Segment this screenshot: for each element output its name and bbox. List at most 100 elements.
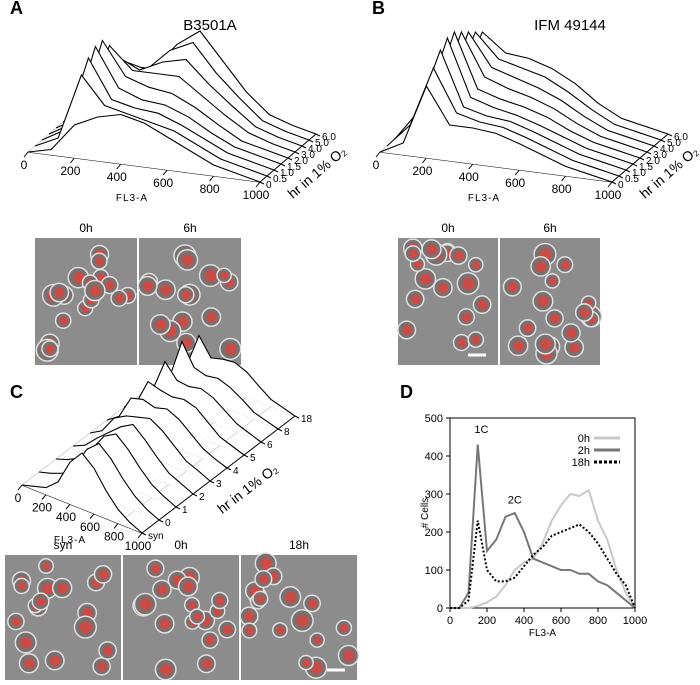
curve-mask [107, 398, 227, 468]
cell-stain [54, 287, 65, 298]
x-tick-label: 200 [412, 164, 432, 178]
histogram-curve [379, 84, 613, 183]
x-tick [17, 484, 23, 491]
z-tick [273, 169, 279, 173]
z-tick [646, 151, 652, 155]
y-tick-label: 200 [425, 527, 443, 539]
cell-stain [512, 340, 524, 352]
y-tick-label: 400 [425, 451, 443, 463]
cell-stain [36, 596, 46, 606]
x-tick-label: 0 [15, 491, 22, 505]
x-tick [116, 163, 122, 170]
cell-stain [549, 313, 560, 324]
x-axis-label: FL3-A [468, 193, 500, 204]
z-tick-label: 1.5 [287, 162, 301, 173]
cell-stain [413, 260, 422, 269]
legend-label: 18h [572, 457, 590, 469]
curve-mask [175, 335, 295, 416]
cell-stain [17, 581, 26, 591]
z-tick [625, 169, 631, 173]
cell-stain [42, 562, 51, 570]
z-tick [611, 181, 617, 185]
grid-line [117, 406, 272, 524]
z-tick [280, 163, 286, 167]
z-tick [287, 157, 293, 161]
cell-stain [59, 316, 68, 325]
chart-title: IFM 49144 [534, 17, 606, 34]
z-tick-label: 4 [233, 466, 239, 477]
cell-stain [569, 342, 580, 353]
cell-stain [89, 285, 101, 297]
cell-stain [204, 269, 217, 282]
x-tick-label: 600 [80, 520, 100, 534]
x-tick [65, 503, 71, 510]
z-tick [653, 145, 659, 149]
z-tick [667, 133, 673, 137]
x-tick-label: 0 [447, 615, 453, 627]
z-tick-label: 1.0 [632, 168, 646, 179]
x-axis-label: FL3-A [529, 628, 557, 639]
cell-stain [11, 617, 21, 626]
cell-stain [42, 582, 53, 594]
z-tick-label: 2.0 [294, 156, 308, 167]
cell-stain [156, 584, 167, 595]
z-tick-label: 3.0 [301, 150, 315, 161]
histogram-curve [89, 415, 211, 482]
cell-stain [477, 299, 487, 310]
z-tick-label: 8 [284, 427, 290, 438]
x-tick-label: 400 [56, 510, 76, 524]
cell-stain [20, 636, 32, 649]
cell-stain [79, 621, 92, 634]
chart-title: B3501A [183, 17, 236, 34]
data-line [450, 488, 636, 609]
x-axis-label: FL3-A [54, 535, 86, 546]
histogram-curve [157, 340, 279, 430]
cell-stain [453, 250, 464, 261]
x-axis-label: FL3-A [116, 193, 148, 204]
cell-stain [258, 574, 268, 584]
image-label: 6h [543, 221, 556, 235]
histogram-curve [123, 380, 245, 456]
cell-stain [537, 295, 549, 307]
cell-stain [426, 244, 437, 255]
cell-stain [94, 256, 104, 266]
curve-mask [124, 381, 244, 455]
y-tick-label: 0 [437, 603, 443, 615]
cell-stain [23, 658, 35, 669]
cell-stain [159, 618, 170, 629]
cell-stain [313, 636, 322, 644]
x-tick-label: 400 [107, 170, 127, 184]
z-tick [209, 480, 215, 484]
z-tick [632, 163, 638, 167]
z-tick [175, 506, 181, 510]
panel-label: B [372, 0, 385, 18]
cell-stain [275, 626, 284, 635]
cell-stain [205, 635, 215, 645]
cell-stain [457, 338, 466, 347]
z-tick [158, 519, 164, 523]
y-tick-label: 500 [425, 413, 443, 425]
cell-stain [437, 282, 448, 293]
z-tick [243, 454, 249, 458]
cell-stain [401, 325, 412, 335]
cell-stain [150, 563, 160, 574]
x-tick-label: 600 [505, 176, 525, 190]
z-tick [226, 467, 232, 471]
x-tick-label: 400 [459, 170, 479, 184]
curve-mask [28, 114, 260, 182]
cell-stain [523, 323, 533, 333]
histogram-curve [72, 423, 194, 495]
image-label: syn [54, 538, 73, 552]
x-tick [514, 169, 520, 176]
cell-stain [539, 338, 551, 350]
z-tick-label: 4.0 [660, 144, 674, 155]
histogram-curve [106, 397, 228, 469]
z-tick-label: 1 [182, 505, 188, 516]
image-label: 0h [79, 221, 92, 235]
x-tick-label: 400 [515, 615, 533, 627]
histogram-curve [34, 73, 268, 177]
x-tick [561, 175, 566, 182]
x-tick [209, 175, 214, 182]
x-tick-label: 1000 [243, 188, 270, 202]
cell-stain [471, 335, 480, 344]
